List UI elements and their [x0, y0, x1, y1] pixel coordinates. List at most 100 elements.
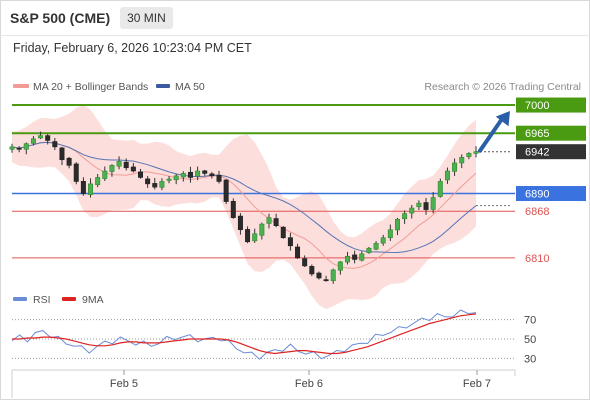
candle — [180, 171, 186, 182]
candle-body — [366, 247, 372, 253]
instrument-title: S&P 500 (CME) — [10, 9, 111, 26]
candle — [452, 158, 458, 176]
candle — [209, 172, 215, 179]
candle-body — [473, 151, 479, 154]
legend-9ma: 9MA — [82, 294, 104, 306]
candle — [30, 136, 36, 146]
candle — [316, 271, 322, 280]
candle-body — [394, 218, 400, 231]
candle — [116, 156, 122, 170]
candle — [73, 162, 79, 185]
candle — [402, 210, 408, 224]
candle-body — [252, 233, 258, 242]
rsi-ma-line — [12, 313, 477, 355]
bollinger-band-layer — [12, 104, 476, 310]
candle — [337, 261, 343, 275]
candle — [16, 146, 22, 153]
candle — [266, 213, 272, 229]
ma20-line — [11, 141, 477, 269]
candle-body — [180, 173, 186, 178]
candle-body — [452, 162, 458, 172]
candle — [102, 166, 108, 182]
candle — [373, 241, 379, 251]
candle-body — [45, 135, 51, 141]
candle-body — [373, 243, 379, 250]
bollinger-band — [12, 104, 476, 310]
candle — [166, 176, 172, 184]
time-axis: Feb 5 Feb 6 Feb 7 — [11, 369, 516, 398]
rsi-tick-30: 30 — [524, 353, 536, 365]
level-text-6868: 6868 — [525, 206, 549, 218]
candle-body — [266, 217, 272, 224]
candle-body — [30, 138, 36, 144]
research-credit: Research © 2026 Trading Central — [424, 81, 581, 93]
level-box-6965 — [516, 125, 586, 141]
candle — [9, 143, 15, 153]
candle — [280, 225, 286, 239]
candle-body — [16, 147, 22, 150]
candle-body — [359, 253, 365, 261]
candle-body — [380, 237, 386, 244]
candle-body — [216, 174, 222, 182]
candle — [52, 138, 58, 151]
legend-swatch-ma50 — [156, 84, 170, 88]
candle-body — [409, 207, 415, 214]
candle-body — [309, 266, 315, 275]
candle-body — [173, 175, 179, 181]
candle — [302, 255, 308, 268]
timestamp: Friday, February 6, 2026 10:23:04 PM CET — [13, 41, 252, 55]
candle-body — [466, 153, 472, 157]
candle — [387, 224, 393, 241]
candle-body — [316, 272, 322, 279]
candle-body — [9, 146, 15, 150]
candle-body — [245, 229, 251, 243]
x-tick-label: Feb 5 — [110, 378, 138, 390]
candle — [473, 146, 479, 158]
candle-body — [387, 229, 393, 238]
projection-arrow-shaft — [478, 114, 506, 153]
candle — [80, 177, 86, 196]
candle-body — [273, 218, 279, 226]
legend-swatch-rsi — [13, 297, 27, 301]
candle — [252, 228, 258, 243]
candle-body — [295, 246, 301, 259]
candle-body — [444, 170, 450, 181]
candle-body — [223, 179, 229, 202]
candle-body — [437, 181, 443, 197]
candle — [409, 204, 415, 219]
candle — [259, 222, 265, 240]
level-label-6810: 6810 — [525, 253, 549, 265]
level-box-6942 — [516, 144, 586, 160]
candle — [145, 176, 151, 188]
level-label-6868: 6868 — [525, 206, 549, 218]
level-label-6942: 6942 — [516, 144, 586, 160]
candle — [45, 133, 51, 145]
candle-body — [459, 157, 465, 164]
candle — [95, 173, 101, 188]
candle — [430, 191, 436, 214]
candle — [287, 232, 293, 251]
candle-body — [209, 173, 215, 177]
candle — [173, 173, 179, 185]
projection-arrow-layer — [478, 111, 510, 153]
legend-ma20-bb: MA 20 + Bollinger Bands — [33, 81, 148, 93]
legend-rsi: RSI — [33, 294, 51, 306]
candle — [202, 169, 208, 176]
candle-body — [102, 170, 108, 179]
candle — [66, 156, 72, 169]
candle — [380, 234, 386, 246]
candle-body — [416, 202, 422, 208]
level-text-7000: 7000 — [525, 100, 549, 112]
candle — [195, 166, 201, 181]
candles-layer — [9, 131, 479, 284]
candle — [423, 197, 429, 215]
timeframe-badge[interactable]: 30 MIN — [120, 6, 173, 29]
level-text-6810: 6810 — [525, 253, 549, 265]
candle-body — [152, 183, 158, 188]
candle — [459, 154, 465, 169]
candle — [223, 179, 229, 205]
candle — [345, 251, 351, 265]
candle-body — [66, 157, 72, 166]
level-text-6965: 6965 — [525, 128, 549, 140]
candle — [437, 178, 443, 198]
